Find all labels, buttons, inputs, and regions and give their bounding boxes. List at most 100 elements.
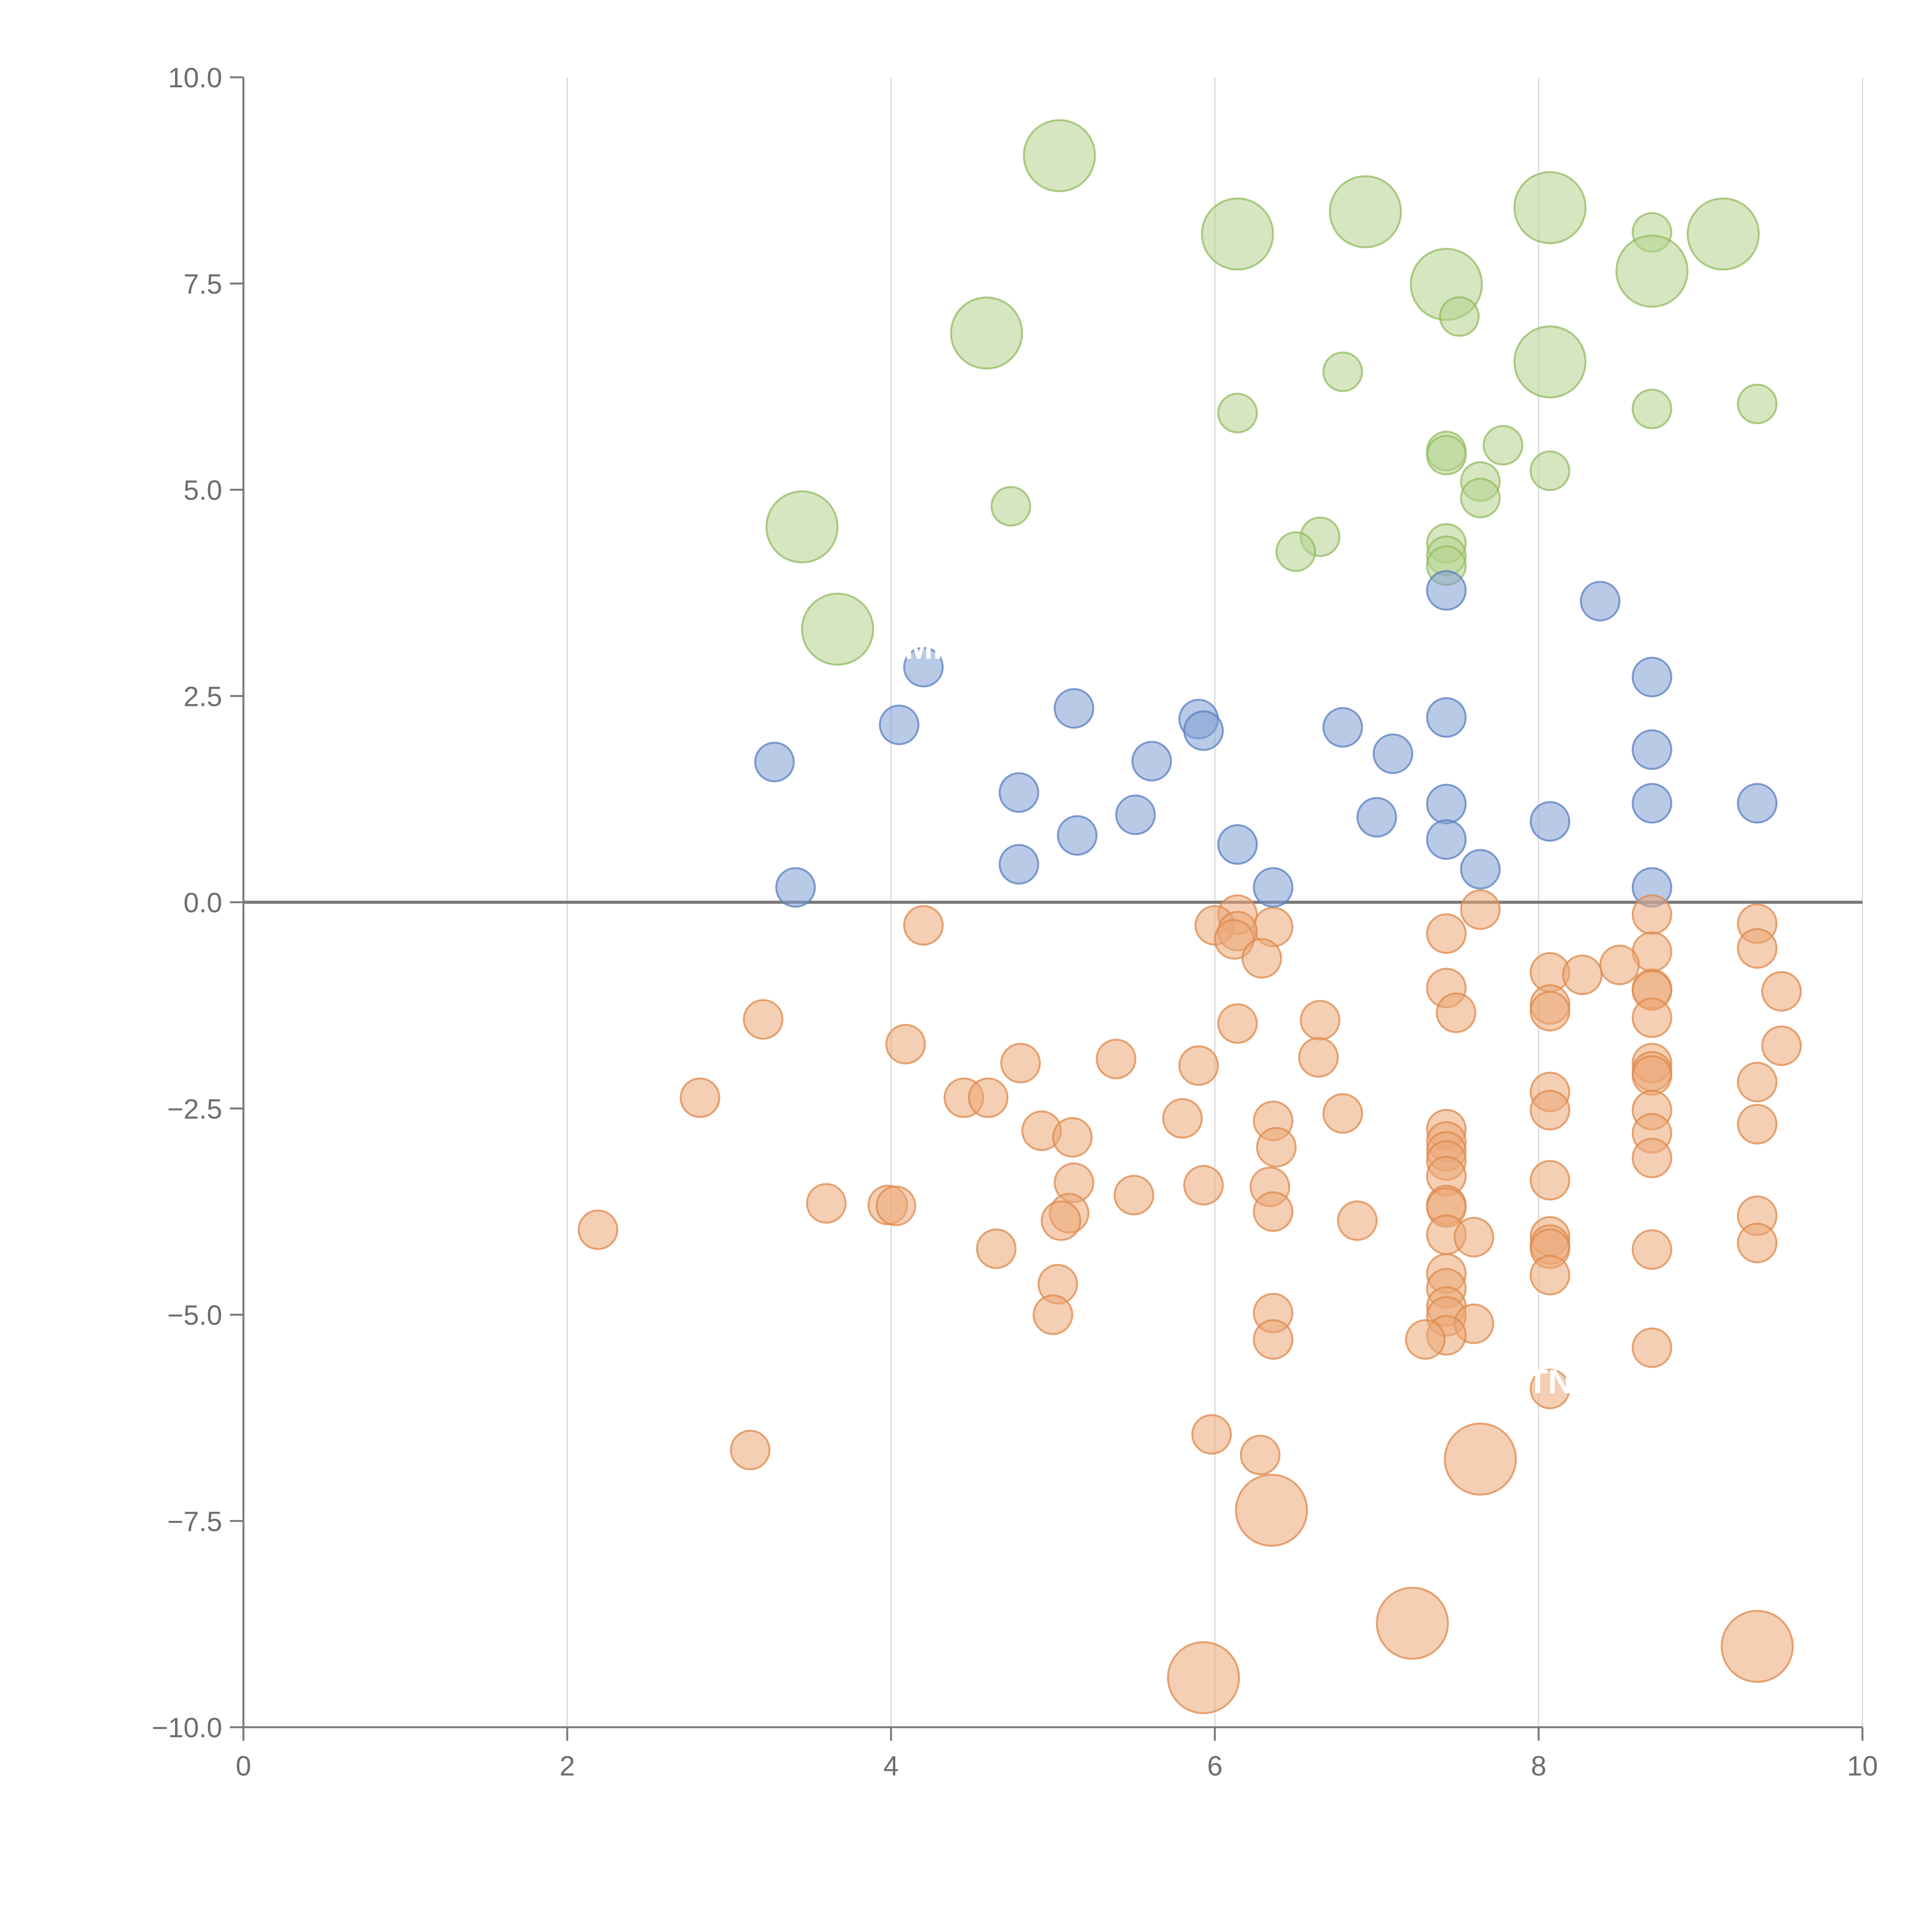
blue-point [1183, 710, 1224, 751]
orange-point [1235, 1473, 1308, 1547]
blue-point [1631, 656, 1672, 697]
orange-point [1529, 1160, 1570, 1201]
orange-point [1337, 1200, 1378, 1241]
orange-point [1721, 1610, 1794, 1683]
blue-point [1115, 794, 1156, 835]
green-point [1439, 296, 1480, 337]
point-annotation-label: MI [905, 628, 942, 666]
blue-point [1529, 801, 1570, 842]
blue-point [1253, 867, 1294, 908]
orange-point [1761, 1025, 1802, 1066]
orange-point [806, 1183, 847, 1224]
orange-point [885, 1024, 926, 1065]
green-point [1529, 450, 1570, 491]
green-point [1217, 393, 1258, 434]
green-point [1201, 197, 1274, 271]
blue-point [1426, 784, 1467, 825]
blue-point [1057, 815, 1098, 856]
orange-point [680, 1077, 721, 1118]
orange-point [903, 905, 944, 946]
axes-layer: 10.0 7.5 5.0 2.5 0.0 −2.5 −5.0 −7.5 −10.0 0 2 4 6 8 10 [152, 63, 1878, 1782]
orange-point [1631, 1055, 1672, 1096]
orange-point [1253, 1191, 1294, 1232]
blue-point [1217, 824, 1258, 865]
orange-point [1529, 1255, 1570, 1296]
orange-point [1299, 1000, 1340, 1041]
blue-point [998, 772, 1039, 813]
labels-layer: MI TN [905, 628, 1573, 1400]
blue-point [754, 742, 795, 782]
orange-point [1631, 1138, 1672, 1179]
blue-point [1631, 783, 1672, 824]
y-tick-label: 0.0 [184, 888, 222, 918]
green-point [1483, 425, 1524, 466]
orange-point [968, 1077, 1009, 1118]
x-tick-label: 4 [883, 1751, 899, 1782]
blue-point [903, 647, 944, 688]
y-tick-label: −10.0 [152, 1713, 222, 1743]
orange-point [1405, 1319, 1446, 1360]
x-tick-label: 10 [1847, 1751, 1878, 1782]
orange-point [1253, 1319, 1294, 1360]
orange-point [1217, 1003, 1258, 1044]
orange-point [1631, 1229, 1672, 1270]
green-point [1329, 175, 1402, 248]
orange-point [1114, 1175, 1154, 1216]
y-tick-label: 2.5 [184, 681, 222, 712]
orange-point [1376, 1587, 1449, 1660]
green-point [1687, 197, 1760, 271]
orange-point [1426, 913, 1467, 954]
orange-point [1631, 1327, 1672, 1368]
orange-point [1444, 1422, 1517, 1496]
green-point [1737, 383, 1778, 424]
orange-point [1183, 1165, 1224, 1206]
blue-point [1426, 570, 1467, 611]
green-point [1513, 325, 1587, 399]
y-tick-label: −5.0 [167, 1300, 222, 1331]
y-tick-label: 10.0 [168, 63, 222, 94]
green-point [1631, 388, 1672, 429]
orange-point [1178, 1045, 1219, 1086]
orange-point [1737, 1104, 1778, 1145]
green-point [1322, 351, 1363, 392]
orange-point [1032, 1294, 1073, 1335]
blue-point [1426, 819, 1467, 860]
green-point [1023, 119, 1096, 192]
orange-point [1095, 1039, 1136, 1080]
blue-point [1460, 849, 1501, 890]
orange-point [1298, 1037, 1339, 1078]
green-point [1426, 435, 1467, 476]
blue-point [1580, 581, 1621, 622]
blue-point [1053, 688, 1094, 729]
y-tick-label: 7.5 [184, 269, 222, 300]
orange-point [976, 1228, 1017, 1269]
blue-point [1631, 729, 1672, 770]
blue-point [879, 704, 920, 745]
orange-point [1191, 1414, 1232, 1455]
orange-point [1453, 1217, 1494, 1258]
orange-point [1242, 938, 1282, 979]
orange-point [1529, 1090, 1570, 1131]
green-point [1460, 478, 1501, 519]
orange-point [1631, 997, 1672, 1038]
orange-point [1240, 1434, 1281, 1475]
orange-point [1041, 1200, 1082, 1241]
orange-point [876, 1185, 917, 1226]
blue-point [1322, 707, 1363, 748]
orange-point [1761, 971, 1802, 1012]
blue-point [1737, 783, 1778, 824]
blue-point [1372, 733, 1413, 774]
blue-point [775, 867, 816, 908]
blue-point [1131, 741, 1172, 782]
x-tick-label: 8 [1531, 1751, 1546, 1782]
orange-point [578, 1209, 619, 1250]
y-tick-label: 5.0 [184, 475, 222, 506]
green-point [990, 486, 1031, 527]
orange-point [1435, 992, 1476, 1033]
y-tick-label: −2.5 [167, 1094, 222, 1125]
orange-point [730, 1430, 770, 1471]
orange-point [1000, 1043, 1041, 1083]
orange-point [1562, 954, 1603, 995]
